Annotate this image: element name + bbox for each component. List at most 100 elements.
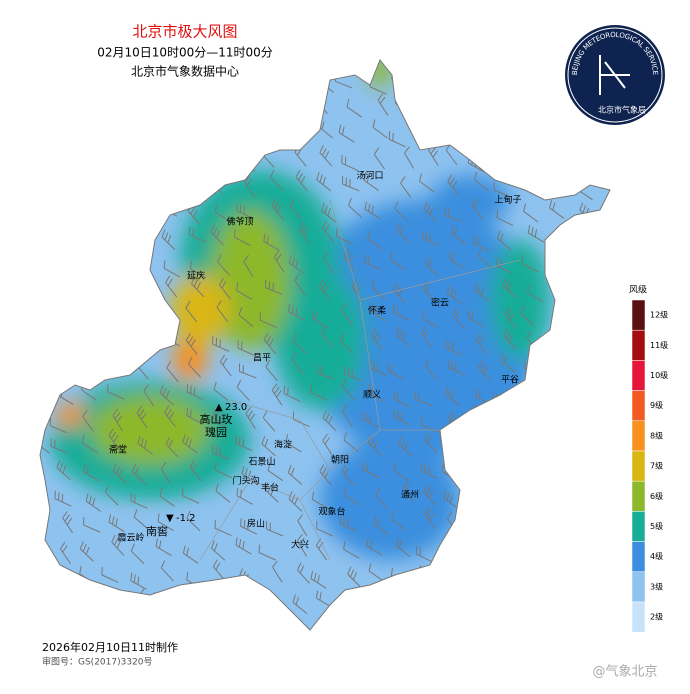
wind-barb	[298, 222, 310, 245]
legend-title: 风级	[629, 284, 647, 296]
legend-swatch	[631, 601, 646, 633]
wind-barb	[498, 461, 509, 484]
wind-barb	[393, 462, 409, 481]
wind-barb	[243, 255, 254, 278]
wind-barb	[316, 172, 332, 192]
wind-barb	[344, 366, 362, 382]
wind-barb	[103, 227, 119, 246]
wind-barb	[81, 304, 98, 323]
wind-barb	[363, 172, 379, 191]
wind-barb	[603, 228, 610, 247]
wind-barb	[414, 391, 433, 407]
wind-barb	[322, 433, 333, 456]
wind-barb	[317, 60, 336, 62]
place-label: 朝阳	[331, 455, 349, 466]
wind-barb	[319, 464, 332, 486]
wind-barb	[550, 387, 566, 408]
wind-barb	[391, 510, 406, 531]
wind-barb	[186, 407, 203, 425]
wind-barb	[135, 175, 151, 195]
wind-barb	[493, 146, 509, 167]
wind-barb	[367, 435, 382, 456]
wind-barb	[473, 171, 489, 192]
wind-barb	[398, 60, 413, 64]
wind-barb	[56, 98, 68, 121]
wind-barb	[312, 624, 330, 630]
wind-barb	[40, 198, 42, 221]
legend-swatch	[631, 511, 646, 542]
wind-barb	[602, 308, 610, 327]
wind-barb	[83, 464, 100, 482]
wind-barb	[422, 281, 436, 302]
wind-barb	[271, 198, 285, 221]
wind-barb	[377, 93, 389, 116]
wind-barb	[478, 248, 492, 269]
wind-barb	[182, 434, 198, 454]
wind-barb	[501, 412, 517, 432]
wind-barb	[600, 201, 610, 224]
wind-barb	[363, 60, 379, 61]
wind-barb	[189, 460, 202, 482]
wind-barb	[40, 354, 47, 377]
wind-barb	[236, 282, 253, 300]
wind-barb	[467, 492, 485, 510]
wind-barb	[477, 70, 489, 93]
wind-barb	[106, 626, 124, 630]
wind-barb	[165, 436, 179, 458]
wind-barb	[130, 493, 148, 509]
wind-barb	[77, 205, 95, 224]
wind-barb	[136, 145, 150, 167]
wind-barb	[292, 103, 310, 120]
wind-barb	[284, 616, 301, 630]
wind-barb	[452, 307, 466, 330]
wind-barb	[112, 463, 127, 484]
place-label: 通州	[401, 490, 419, 501]
wind-barb	[418, 595, 436, 614]
wind-barb	[265, 359, 278, 382]
wind-barb	[103, 357, 119, 378]
wind-barb	[474, 613, 487, 630]
wind-barb	[584, 614, 597, 630]
wind-barb	[259, 593, 278, 609]
wind-barb	[289, 198, 302, 221]
place-label: 观象台	[318, 506, 345, 518]
place-label: 门头沟	[232, 475, 259, 487]
wind-barb	[40, 98, 47, 117]
wind-barb	[420, 326, 433, 349]
wind-barb	[263, 233, 280, 251]
wind-barb	[50, 254, 67, 272]
wind-barb	[316, 364, 335, 380]
wind-barb	[445, 596, 462, 615]
place-label: 佛爷顶	[226, 216, 253, 228]
legend-label: 8级	[650, 430, 663, 440]
wind-barb	[549, 200, 565, 219]
wind-barb	[557, 97, 570, 119]
wind-barb	[292, 76, 310, 92]
wind-barb	[445, 75, 462, 95]
legend-label: 5级	[650, 521, 663, 531]
wind-barb	[577, 566, 590, 589]
wind-barb	[340, 303, 353, 326]
wind-barb	[496, 230, 512, 251]
wind-barb	[106, 76, 124, 93]
wind-barb	[570, 279, 588, 295]
wind-barb	[40, 60, 46, 67]
wind-barb	[597, 521, 610, 538]
wind-barb	[50, 175, 68, 191]
wind-barb	[520, 60, 535, 65]
wind-barb	[547, 439, 565, 456]
wind-barb	[57, 302, 73, 322]
wind-barb	[529, 585, 540, 609]
wind-barb	[499, 564, 516, 582]
wind-barb	[185, 333, 198, 355]
wind-barb	[237, 155, 256, 172]
wind-barb	[553, 298, 564, 321]
wind-barb	[287, 465, 303, 485]
wind-barb	[40, 562, 46, 581]
wind-barb	[425, 257, 440, 278]
wind-barb	[112, 254, 127, 275]
legend-label: 11级	[650, 340, 668, 350]
wind-barb	[392, 304, 410, 321]
wind-barb	[351, 279, 363, 302]
wind-barb	[235, 537, 252, 555]
